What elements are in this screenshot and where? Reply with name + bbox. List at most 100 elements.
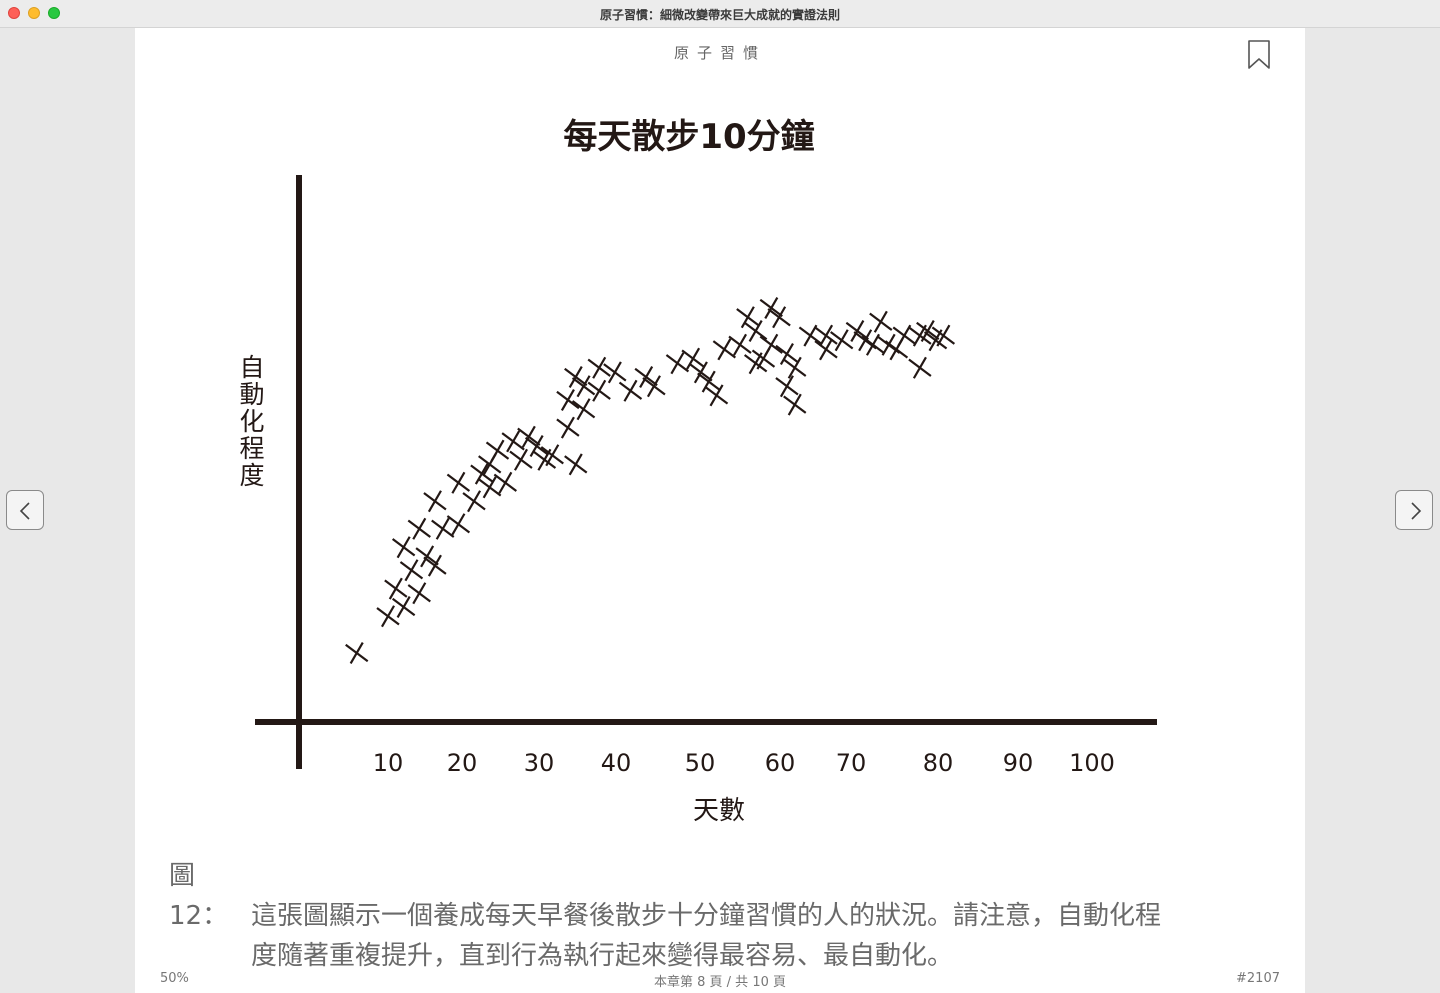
data-point — [618, 379, 643, 402]
data-point — [423, 554, 447, 577]
data-point — [908, 356, 932, 379]
x-tick-label: 10 — [373, 749, 404, 777]
data-point — [376, 605, 400, 628]
x-tick-label: 20 — [447, 749, 478, 777]
data-point — [783, 356, 807, 379]
data-point — [571, 375, 596, 398]
running-head: 原子習慣 — [673, 44, 766, 62]
caption-line-1: 這張圖顯示一個養成每天早餐後散步十分鐘習慣的人的狀況。請注意，自動化程 — [251, 901, 1162, 931]
figure-caption: 圖12： 這張圖顯示一個養成每天早餐後散步十分鐘習慣的人的狀況。請注意，自動化程 … — [169, 856, 1229, 976]
x-tick-label: 80 — [923, 749, 954, 777]
minimize-window-button[interactable] — [28, 7, 40, 19]
data-point — [415, 545, 439, 568]
data-point — [509, 448, 533, 471]
data-point — [603, 361, 627, 384]
data-point — [751, 347, 776, 370]
data-point — [845, 319, 869, 343]
data-point — [665, 352, 690, 375]
data-point — [587, 379, 611, 402]
data-point — [712, 338, 737, 361]
chart-title: 每天散步10分鐘 — [563, 117, 814, 157]
title-bar: 原子習慣：細微改變帶來巨大成就的實證法則 — [0, 0, 1440, 28]
data-point — [775, 342, 799, 366]
data-point — [564, 365, 588, 389]
x-tick-label: 100 — [1069, 749, 1115, 777]
x-axis-label: 天數 — [693, 796, 745, 826]
data-point — [743, 319, 768, 343]
data-point — [556, 416, 580, 439]
data-point — [697, 370, 721, 393]
data-point — [391, 595, 416, 619]
x-tick-label: 30 — [524, 749, 555, 777]
data-point — [345, 641, 369, 665]
data-point — [556, 388, 580, 412]
data-point — [485, 439, 510, 462]
x-tick-label: 70 — [836, 749, 867, 777]
bookmark-icon[interactable] — [1247, 40, 1271, 70]
data-point — [931, 324, 956, 347]
data-point — [501, 430, 525, 453]
data-point — [446, 513, 471, 536]
caption-label: 圖12： — [169, 861, 229, 931]
data-point — [916, 319, 940, 343]
data-point — [634, 365, 658, 389]
x-tick-label: 40 — [601, 749, 632, 777]
chevron-left-icon — [19, 502, 30, 520]
x-tick-label: 90 — [1003, 749, 1034, 777]
data-point — [470, 462, 494, 485]
data-point — [462, 490, 486, 513]
data-point — [399, 559, 424, 582]
data-point — [728, 333, 752, 356]
data-point — [478, 476, 502, 499]
y-axis-label-char: 程 — [239, 434, 264, 463]
y-axis-label-char: 動 — [239, 380, 264, 409]
data-point — [830, 329, 854, 352]
data-point — [861, 333, 885, 356]
zoom-window-button[interactable] — [48, 7, 60, 19]
data-point — [743, 352, 768, 375]
data-point — [391, 536, 416, 559]
close-window-button[interactable] — [8, 7, 20, 19]
window-title: 原子習慣：細微改變帶來巨大成就的實證法則 — [599, 8, 840, 22]
data-point — [681, 347, 705, 370]
previous-page-button[interactable] — [6, 490, 44, 530]
data-point — [775, 375, 799, 398]
x-tick-label: 50 — [685, 749, 716, 777]
data-point — [783, 393, 807, 416]
data-point — [431, 517, 455, 540]
data-point — [524, 434, 549, 458]
data-point — [517, 425, 541, 448]
data-point — [642, 375, 666, 398]
data-point — [446, 471, 471, 494]
y-axis-label-char: 自 — [239, 353, 264, 382]
data-point — [407, 517, 431, 540]
data-point — [814, 338, 838, 361]
data-point — [759, 333, 783, 356]
data-point — [564, 453, 588, 476]
data-point — [736, 306, 760, 329]
data-point — [407, 582, 431, 605]
location-number: #2107 — [1236, 971, 1280, 986]
data-point — [814, 324, 838, 347]
data-point — [798, 324, 823, 347]
data-point — [423, 490, 447, 513]
y-axis-label-char: 度 — [239, 461, 264, 490]
data-point — [869, 310, 893, 333]
chevron-right-icon — [1411, 502, 1422, 520]
data-point — [540, 444, 564, 467]
data-point — [384, 577, 408, 600]
data-point — [493, 471, 517, 494]
data-point — [704, 384, 729, 407]
data-point — [767, 306, 791, 329]
data-point — [587, 356, 611, 379]
page-indicator: 本章第 8 頁 / 共 10 頁 — [654, 975, 786, 990]
data-point — [571, 398, 596, 421]
data-point — [884, 338, 909, 361]
book-page: 原子習慣 每天散步10分鐘 自動化程度 天數 10 20 30 40 50 60 70 80 9… — [135, 28, 1305, 993]
caption-line-2: 度隨著重複提升，直到行為執行起來變得最容易、最自動化。 — [251, 941, 954, 971]
next-page-button[interactable] — [1395, 490, 1433, 530]
data-point — [689, 361, 713, 384]
y-axis-label-char: 化 — [239, 407, 264, 436]
